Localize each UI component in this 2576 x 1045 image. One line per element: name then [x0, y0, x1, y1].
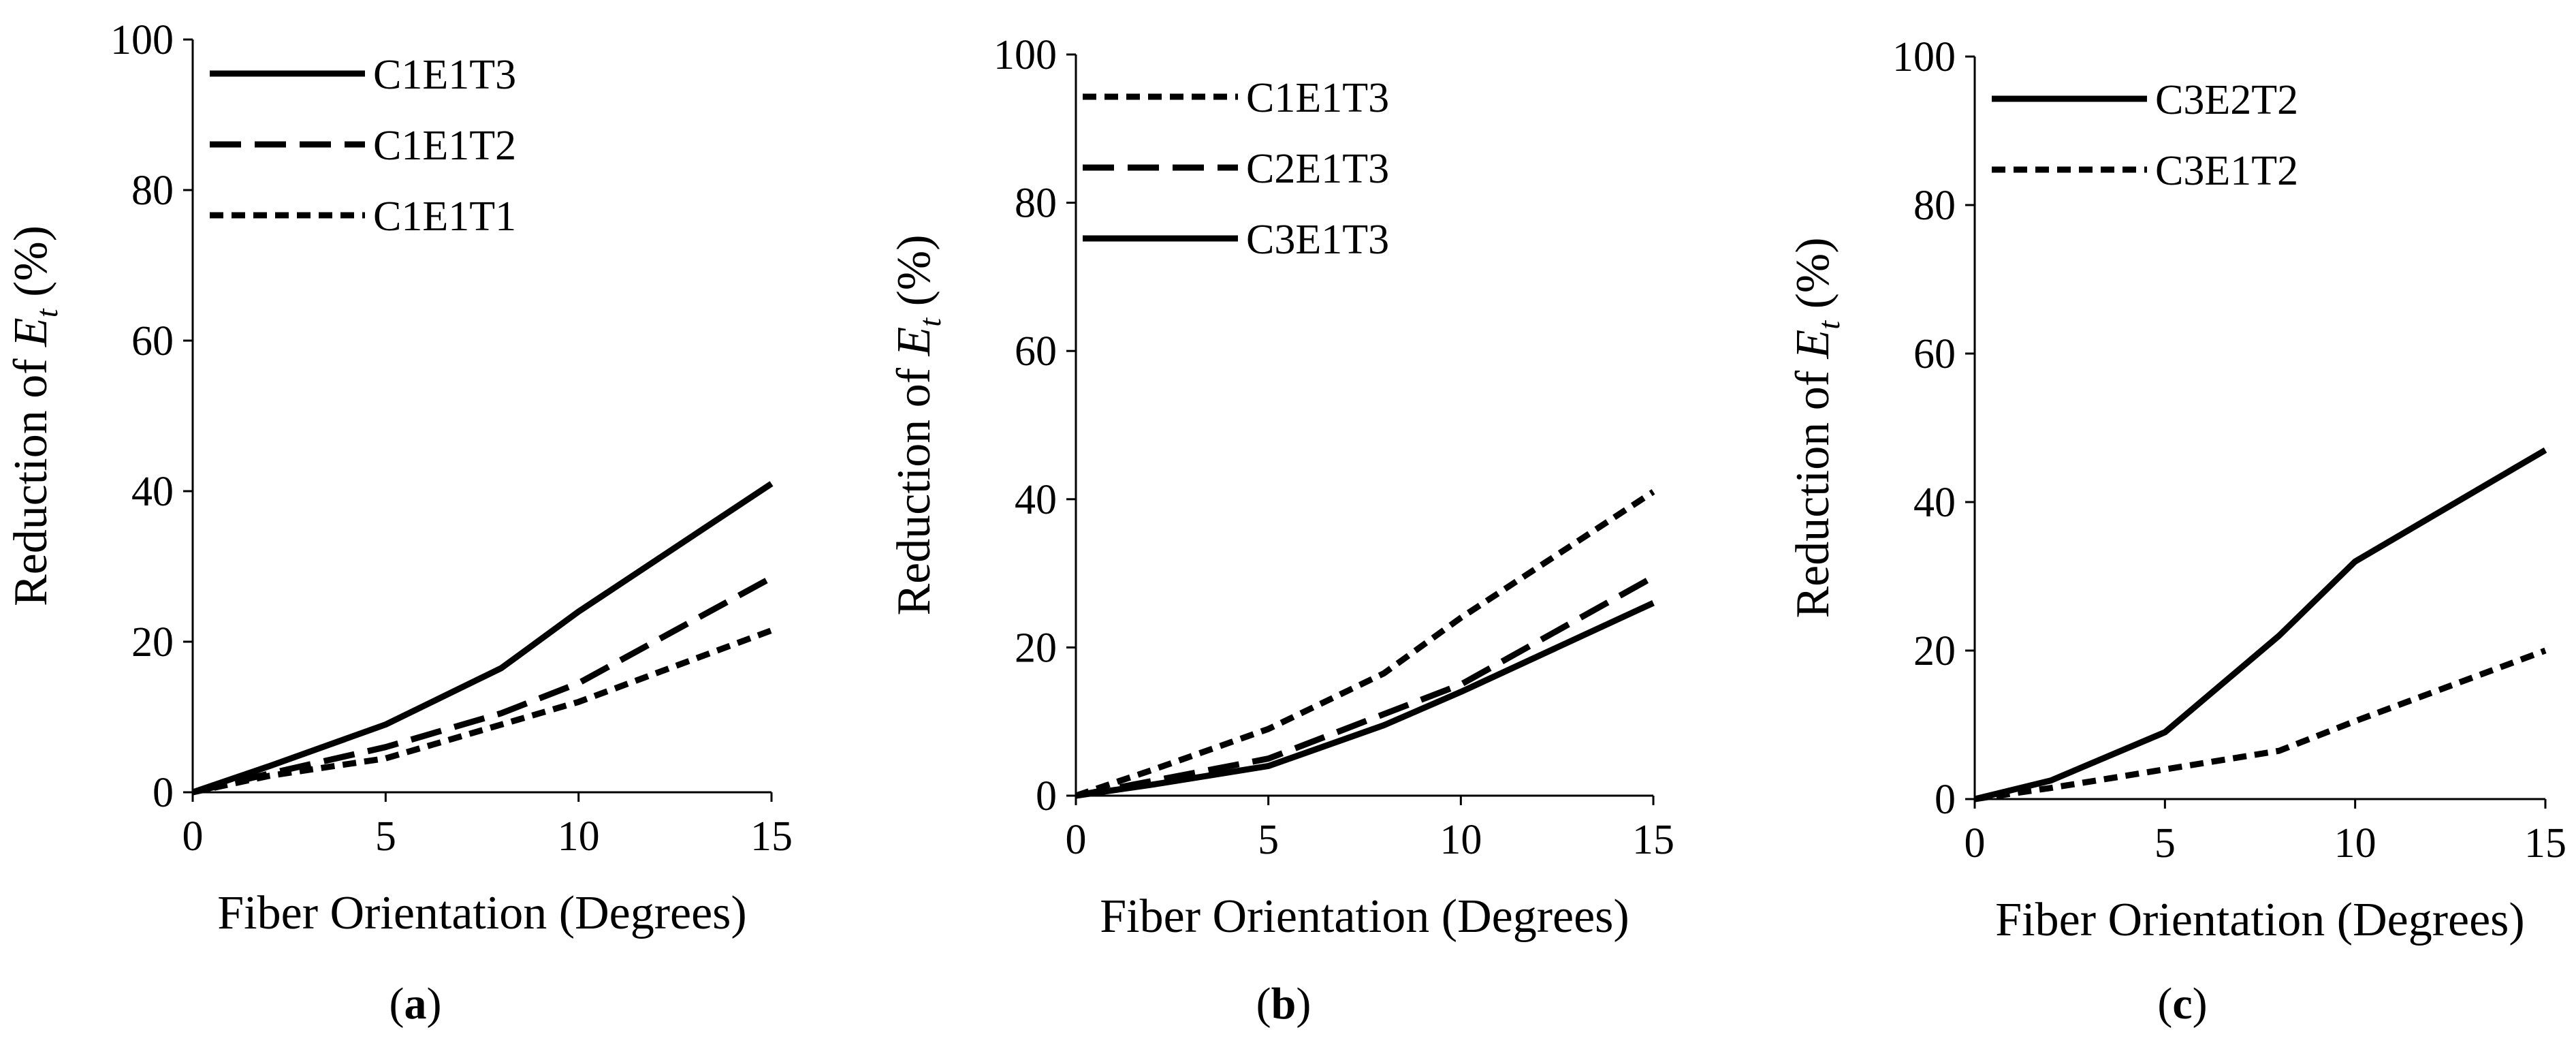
panel-label: (c) [2157, 979, 2207, 1029]
x-tick-label: 15 [750, 813, 793, 860]
x-tick-label: 15 [2524, 820, 2566, 867]
y-tick-label: 40 [1015, 477, 1057, 523]
y-axis-title-prefix: Reduction of [5, 347, 57, 606]
x-tick-label: 5 [2154, 820, 2176, 867]
panel-label: (a) [389, 979, 442, 1029]
y-tick-label: 40 [131, 469, 174, 515]
panel-label-open-paren: ( [1256, 979, 1271, 1029]
y-tick-label: 20 [131, 619, 174, 666]
series-line-c1e1t3 [1075, 489, 1655, 799]
x-tick-label: 10 [1440, 817, 1482, 863]
legend-label: C1E1T1 [373, 193, 516, 240]
y-tick-label: 80 [1015, 181, 1057, 227]
panel-label-letter: a [404, 979, 427, 1029]
x-axis-title: Fiber Orientation (Degrees) [217, 887, 747, 939]
y-tick-label: 0 [1935, 777, 1956, 823]
x-axis-title: Fiber Orientation (Degrees) [1995, 894, 2525, 946]
y-axis-title-subscript: t [1811, 320, 1846, 330]
series-line-c3e2t2 [1973, 447, 2547, 802]
x-tick-label: 10 [2334, 820, 2376, 867]
y-tick-label: 0 [1036, 773, 1057, 820]
x-tick-label: 5 [375, 813, 396, 860]
legend-label: C1E1T3 [373, 52, 516, 98]
y-tick-label: 60 [131, 318, 174, 364]
panel-label-close-paren: ) [2193, 979, 2208, 1029]
legend-label: C2E1T3 [1246, 146, 1389, 192]
panel-label-close-paren: ) [1296, 979, 1311, 1029]
y-axis-title-prefix: Reduction of [888, 356, 940, 615]
y-axis-title-suffix: (%) [1787, 237, 1839, 320]
x-tick-label: 0 [1965, 820, 1986, 867]
y-axis-title-suffix: (%) [5, 225, 57, 309]
y-tick-label: 0 [153, 770, 174, 816]
legend-label: C3E1T3 [1246, 217, 1389, 263]
y-axis-title: Reduction of Et (%) [5, 225, 64, 606]
legend-label: C1E1T2 [373, 123, 516, 169]
y-tick-label: 60 [1015, 328, 1057, 375]
series-line-c1e1t3 [191, 481, 774, 796]
y-tick-label: 20 [1913, 628, 1956, 674]
y-axis-title: Reduction of Et (%) [1787, 237, 1846, 618]
y-tick-label: 80 [1913, 183, 1956, 229]
y-axis-title-prefix: Reduction of [1787, 358, 1839, 618]
y-tick-label: 80 [131, 168, 174, 214]
y-axis-title: Reduction of Et (%) [888, 234, 947, 615]
y-tick-label: 100 [1892, 34, 1956, 80]
panel-label-letter: b [1271, 979, 1297, 1029]
panel-label-open-paren: ( [2157, 979, 2172, 1029]
panel-label-close-paren: ) [427, 979, 442, 1029]
y-axis-title-symbol: E [888, 327, 940, 357]
legend-label: C3E2T2 [2155, 77, 2298, 123]
y-tick-label: 40 [1913, 480, 1956, 526]
x-tick-label: 0 [182, 813, 204, 860]
chart-panel-c: 0 20 40 60 80 100 0 5 10 15 Fiber Orientation (Deg… [1787, 34, 2566, 1029]
x-axis-title: Fiber Orientation (Degrees) [1100, 890, 1629, 943]
series-line-c1e1t1 [192, 627, 773, 796]
y-tick-label: 100 [993, 32, 1057, 78]
panel-label-open-paren: ( [389, 979, 404, 1029]
x-tick-label: 0 [1066, 817, 1087, 863]
y-axis-title-symbol: E [5, 317, 57, 347]
legend-label: C1E1T3 [1246, 75, 1389, 121]
y-tick-label: 20 [1015, 625, 1057, 671]
series-line-c3e1t3 [1075, 600, 1655, 799]
y-tick-label: 60 [1913, 331, 1956, 377]
y-tick-label: 100 [110, 17, 174, 63]
x-tick-label: 10 [558, 813, 600, 860]
series-line-c3e1t2 [1974, 647, 2547, 802]
panel-label: (b) [1256, 979, 1311, 1029]
legend-label: C3E1T2 [2155, 148, 2298, 194]
x-tick-label: 15 [1632, 817, 1674, 863]
y-axis-title-subscript: t [29, 308, 64, 317]
x-tick-label: 5 [1258, 817, 1279, 863]
series-line-c2e1t3 [1075, 574, 1655, 799]
y-axis-title-subscript: t [912, 317, 947, 327]
y-axis-title-symbol: E [1787, 330, 1839, 360]
y-axis-title-suffix: (%) [888, 234, 940, 317]
panel-label-letter: c [2172, 979, 2192, 1029]
